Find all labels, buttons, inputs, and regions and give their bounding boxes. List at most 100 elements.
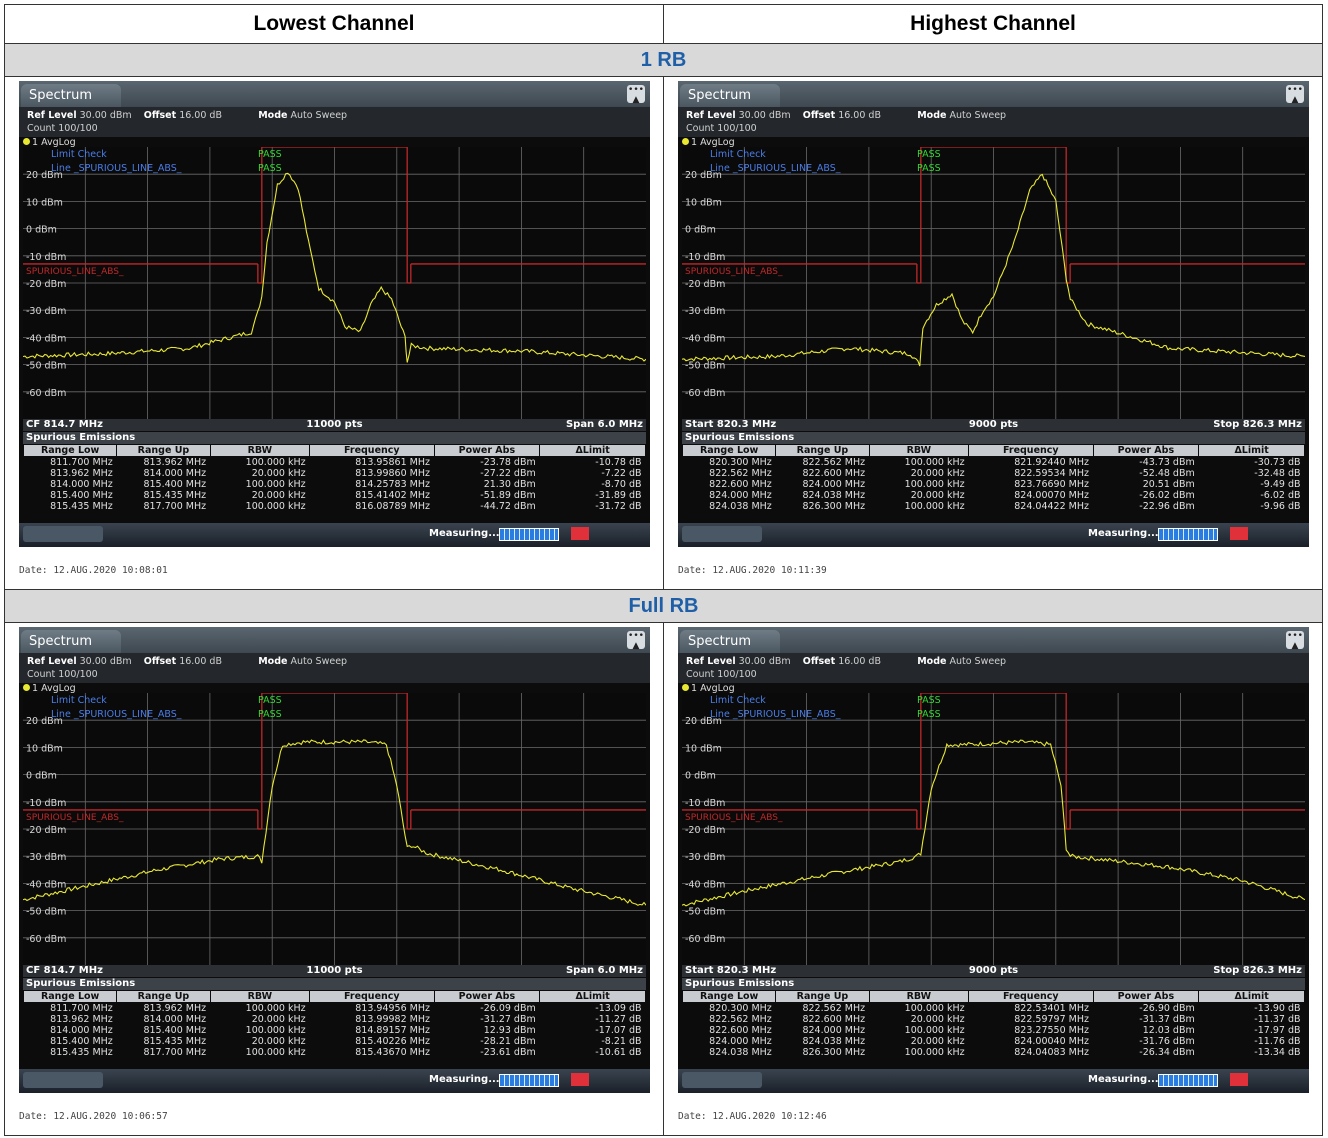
table-cell: -43.73 dBm xyxy=(1139,457,1195,468)
y-tick-label: 20 dBm xyxy=(26,170,63,181)
y-tick-label: 20 dBm xyxy=(685,716,722,727)
error-indicator-icon xyxy=(571,1073,589,1086)
status-bar-button[interactable] xyxy=(682,526,762,542)
table-cell: -32.48 dB xyxy=(1254,468,1301,479)
tab-spectrum[interactable]: Spectrum xyxy=(680,630,780,653)
table-cell: -8.70 dB xyxy=(601,479,642,490)
table-cell: 100.000 kHz xyxy=(904,1047,965,1058)
spurious-emissions-title: Spurious Emissions xyxy=(23,978,646,990)
table-cell: 822.600 MHz xyxy=(802,468,866,479)
limit-line-label: SPURIOUS_LINE_ABS_ xyxy=(26,813,124,823)
table-cell: 813.962 MHz xyxy=(50,468,113,479)
limit-check-label: Limit Check xyxy=(710,149,766,160)
table-row: 814.000 MHz 815.400 MHz 100.000 kHz 814.891… xyxy=(24,1025,646,1036)
table-cell: -11.76 dB xyxy=(1254,1036,1301,1047)
table-cell: 821.92440 MHz xyxy=(1014,457,1089,468)
footer-right: Stop 826.3 MHz xyxy=(1213,965,1302,976)
mode-value: Auto Sweep xyxy=(949,110,1007,121)
footer-left: CF 814.7 MHz xyxy=(26,419,103,430)
error-indicator-icon xyxy=(571,527,589,540)
table-cell: 826.300 MHz xyxy=(802,501,866,512)
y-tick-label: -20 dBm xyxy=(26,825,66,836)
table-cell: 822.562 MHz xyxy=(709,1014,772,1025)
spectrum-analyzer-screen: Spectrum ••• ▲ Ref Level 30.00 dBm Offset… xyxy=(678,627,1309,1093)
spurious-emissions-table: Range Low Range Up RBW Frequency Power Abs ΔL… xyxy=(22,990,646,1058)
status-bar: Measuring... xyxy=(678,1069,1309,1093)
table-cell: -17.97 dB xyxy=(1254,1025,1301,1036)
spurious-emissions-title: Spurious Emissions xyxy=(23,432,646,444)
table-cell: 814.000 MHz xyxy=(50,479,113,490)
mode-label: Mode xyxy=(917,110,947,121)
y-tick-label: -60 dBm xyxy=(685,934,725,945)
table-row: 820.300 MHz 822.562 MHz 100.000 kHz 821.924… xyxy=(683,457,1305,469)
column-header: Range Low xyxy=(681,990,777,1003)
status-bar-button[interactable] xyxy=(23,526,103,542)
y-tick-label: 20 dBm xyxy=(26,716,63,727)
mode-label: Mode xyxy=(258,110,288,121)
tab-spectrum[interactable]: Spectrum xyxy=(680,84,780,107)
table-cell: 813.962 MHz xyxy=(143,1003,207,1014)
table-cell: -31.76 dBm xyxy=(1139,1036,1195,1047)
column-header: Power Abs xyxy=(433,990,541,1003)
y-tick-label: -50 dBm xyxy=(685,361,725,372)
y-tick-label: -20 dBm xyxy=(685,279,725,290)
plot-footer: CF 814.7 MHz 11000 pts Span 6.0 MHz xyxy=(23,419,646,431)
table-cell: 813.99860 MHz xyxy=(355,468,430,479)
table-cell: -8.21 dB xyxy=(601,1036,642,1047)
analyzer-topbar: Spectrum ••• ▲ xyxy=(678,81,1309,107)
table-cell: 824.000 MHz xyxy=(709,490,772,501)
limit-line-name: Line _SPURIOUS_LINE_ABS_ xyxy=(51,163,182,174)
status-bar: Measuring... xyxy=(19,1069,650,1093)
y-tick-label: -30 dBm xyxy=(26,852,66,863)
pass-label-1: PASS xyxy=(917,695,941,706)
measuring-status: Measuring... xyxy=(1088,528,1159,539)
menu-icon[interactable]: ••• ▲ xyxy=(1286,85,1304,105)
mode-label: Mode xyxy=(258,656,288,667)
footer-left: Start 820.3 MHz xyxy=(685,965,777,976)
tab-spectrum[interactable]: Spectrum xyxy=(21,630,121,653)
spurious-emissions-title: Spurious Emissions xyxy=(682,432,1305,444)
ref-level-value: 30.00 dBm xyxy=(738,110,791,121)
section-title-fullrb: Full RB xyxy=(4,589,1323,623)
y-tick-label: -60 dBm xyxy=(685,388,725,399)
plot-footer: Start 820.3 MHz 9000 pts Stop 826.3 MHz xyxy=(682,419,1305,431)
trace-indicator: 1 AvgLog xyxy=(23,683,76,694)
table-cell: 100.000 kHz xyxy=(245,501,306,512)
spectrum-analyzer-screen: Spectrum ••• ▲ Ref Level 30.00 dBm Offset… xyxy=(19,627,650,1093)
capture-date: Date: 12.AUG.2020 10:06:57 xyxy=(19,1111,168,1122)
table-row: 824.038 MHz 826.300 MHz 100.000 kHz 824.044… xyxy=(683,501,1305,512)
status-bar: Measuring... xyxy=(19,523,650,547)
spurious-emissions-table: Range Low Range Up RBW Frequency Power Abs ΔL… xyxy=(681,990,1305,1058)
y-tick-label: 10 dBm xyxy=(26,743,63,754)
table-row: 815.435 MHz 817.700 MHz 100.000 kHz 816.087… xyxy=(24,501,646,512)
table-row: 820.300 MHz 822.562 MHz 100.000 kHz 822.534… xyxy=(683,1003,1305,1015)
table-cell: 816.08789 MHz xyxy=(355,501,430,512)
tab-spectrum[interactable]: Spectrum xyxy=(21,84,121,107)
menu-icon[interactable]: ••• ▲ xyxy=(1286,631,1304,651)
pass-label-2: PASS xyxy=(917,709,941,720)
table-cell: 824.000 MHz xyxy=(802,479,866,490)
y-tick-label: 10 dBm xyxy=(26,197,63,208)
trace-dot-icon xyxy=(682,138,689,145)
table-cell: 815.41402 MHz xyxy=(355,490,430,501)
column-header: Range Up xyxy=(775,444,870,457)
offset-label: Offset xyxy=(143,656,177,667)
menu-icon[interactable]: ••• ▲ xyxy=(627,85,645,105)
capture-date: Date: 12.AUG.2020 10:12:46 xyxy=(678,1111,827,1122)
settings-bar: Ref Level 30.00 dBm Offset 16.00 dB Mode… xyxy=(678,653,1309,683)
ref-level-label: Ref Level xyxy=(686,110,736,121)
menu-icon[interactable]: ••• ▲ xyxy=(627,631,645,651)
y-tick-label: -30 dBm xyxy=(685,306,725,317)
pass-label-2: PASS xyxy=(917,163,941,174)
table-cell: 814.000 MHz xyxy=(143,1014,207,1025)
ref-level-value: 30.00 dBm xyxy=(738,656,791,667)
table-cell: 100.000 kHz xyxy=(904,1025,965,1036)
table-cell: -31.89 dB xyxy=(595,490,642,501)
table-row: 822.600 MHz 824.000 MHz 100.000 kHz 823.766… xyxy=(683,479,1305,490)
status-bar-button[interactable] xyxy=(23,1072,103,1088)
table-cell: 824.038 MHz xyxy=(802,490,866,501)
status-bar-button[interactable] xyxy=(682,1072,762,1088)
mode-value: Auto Sweep xyxy=(290,656,348,667)
table-cell: 822.562 MHz xyxy=(709,468,772,479)
table-cell: -27.22 dBm xyxy=(480,468,536,479)
